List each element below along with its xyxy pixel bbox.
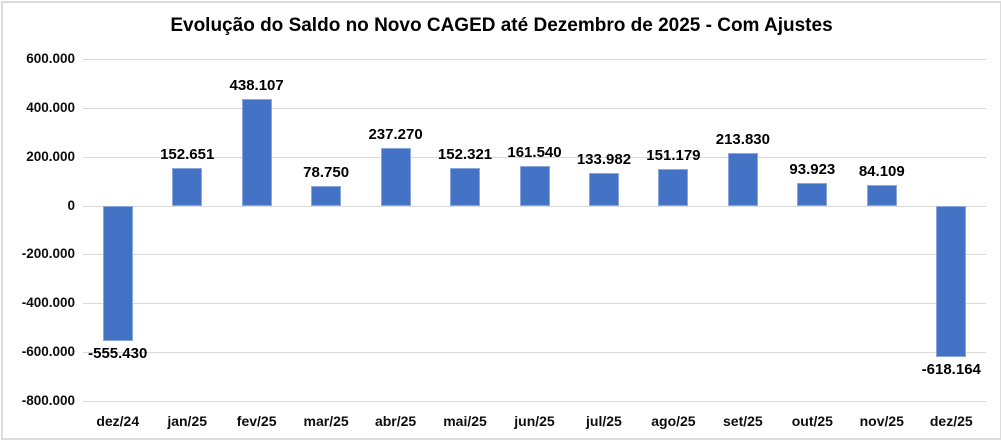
chart-title: Evolução do Saldo no Novo CAGED até Deze… bbox=[170, 15, 833, 36]
x-axis-tick-label: jul/25 bbox=[586, 413, 622, 429]
y-axis-tick-label: 200.000 bbox=[26, 148, 75, 164]
bar-mar/25 bbox=[311, 186, 342, 206]
y-axis-tick-label: -200.000 bbox=[21, 246, 75, 262]
bar-jul/25 bbox=[588, 172, 619, 206]
data-label: 213.830 bbox=[715, 131, 770, 149]
bar-abr/25 bbox=[380, 147, 411, 206]
bar-mai/25 bbox=[450, 168, 481, 206]
bar-dez/24 bbox=[102, 205, 133, 342]
y-axis-tick-label: -800.000 bbox=[21, 393, 75, 408]
gridline bbox=[83, 107, 986, 109]
gridline bbox=[83, 254, 986, 256]
data-label: -618.164 bbox=[921, 360, 981, 378]
bar-ago/25 bbox=[658, 168, 689, 206]
gridline bbox=[83, 401, 986, 402]
x-axis-tick-label: jun/25 bbox=[514, 413, 555, 429]
data-label: 93.923 bbox=[789, 160, 836, 178]
y-axis-tick-label: 0 bbox=[67, 197, 75, 213]
data-label: 133.982 bbox=[576, 150, 632, 168]
data-label: 84.109 bbox=[858, 163, 905, 181]
bar-set/25 bbox=[727, 153, 758, 206]
data-label: 78.750 bbox=[303, 164, 350, 182]
x-axis-tick-label: mai/25 bbox=[443, 413, 487, 429]
x-axis-tick-label: nov/25 bbox=[859, 413, 904, 429]
x-axis-tick-label: dez/25 bbox=[929, 413, 973, 429]
bar-dez/25 bbox=[936, 205, 967, 357]
data-label: 151.179 bbox=[646, 146, 701, 164]
gridline bbox=[83, 59, 986, 60]
data-label: 161.540 bbox=[507, 144, 562, 162]
data-label: 152.651 bbox=[160, 146, 215, 164]
x-axis-tick-label: set/25 bbox=[723, 413, 763, 429]
x-axis-tick-label: jan/25 bbox=[167, 413, 208, 429]
x-axis-tick-label: fev/25 bbox=[236, 413, 277, 429]
y-axis-tick-label: -600.000 bbox=[21, 344, 75, 360]
gridline bbox=[83, 303, 986, 305]
x-axis-tick-label: abr/25 bbox=[374, 413, 417, 429]
x-axis-tick-label: out/25 bbox=[791, 413, 833, 429]
bar-nov/25 bbox=[866, 185, 897, 206]
gridline bbox=[83, 352, 986, 354]
gridline bbox=[83, 205, 986, 207]
x-axis-tick-label: mar/25 bbox=[303, 413, 349, 429]
bar-jun/25 bbox=[519, 166, 550, 206]
bar-fev/25 bbox=[241, 98, 272, 206]
data-label: 237.270 bbox=[368, 125, 423, 143]
y-axis-tick-label: 600.000 bbox=[26, 51, 75, 66]
y-axis-tick-label: -400.000 bbox=[21, 295, 75, 311]
x-axis-tick-label: ago/25 bbox=[651, 413, 696, 429]
data-label: 152.321 bbox=[437, 146, 493, 164]
bar-out/25 bbox=[797, 182, 828, 206]
data-label: -555.430 bbox=[88, 345, 148, 363]
bar-jan/25 bbox=[172, 168, 203, 206]
x-axis-tick-label: dez/24 bbox=[96, 413, 140, 429]
y-axis-tick-label: 400.000 bbox=[26, 99, 75, 115]
gridline bbox=[83, 156, 986, 158]
data-label: 438.107 bbox=[229, 76, 284, 94]
